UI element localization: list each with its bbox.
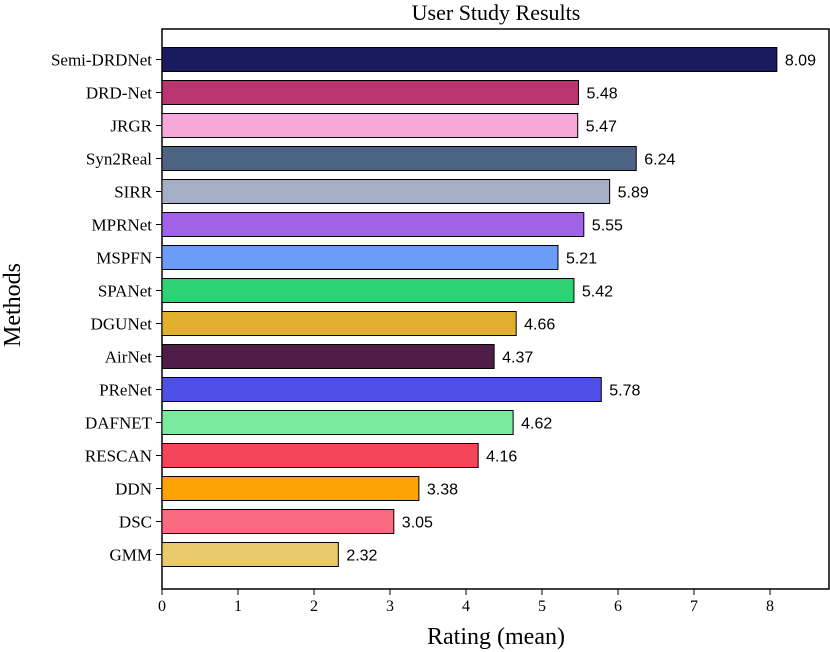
bar-mspfn xyxy=(161,245,559,270)
x-tick-label-5: 5 xyxy=(538,598,546,615)
y-tick-label-sirr: SIRR xyxy=(114,183,152,202)
value-label-gmm: 2.32 xyxy=(346,548,377,565)
value-label-sirr: 5.89 xyxy=(618,185,649,202)
y-tick-label-mspfn: MSPFN xyxy=(96,249,152,268)
bar-prenet xyxy=(161,377,602,402)
x-tick-label-4: 4 xyxy=(462,598,470,615)
plot-frame xyxy=(161,28,830,590)
y-tick-label-ddn: DDN xyxy=(115,480,152,499)
y-tick-label-semi-drdnet: Semi-DRDNet xyxy=(51,51,152,70)
y-tick-label-dgunet: DGUNet xyxy=(91,315,153,334)
value-label-drd-net: 5.48 xyxy=(586,86,617,103)
x-tick-label-1: 1 xyxy=(234,598,242,615)
y-tick-label-mprnet: MPRNet xyxy=(92,216,153,235)
bar-airnet xyxy=(161,344,495,369)
value-labels-group: 8.09 5.48 5.47 6.24 5.89 5.55 5.21 5.42 4.66 4.37… xyxy=(346,53,816,565)
value-label-jrgr: 5.47 xyxy=(586,119,617,136)
y-tick-label-prenet: PReNet xyxy=(99,381,152,400)
bar-semi-drdnet xyxy=(161,47,778,72)
y-tick-label-dsc: DSC xyxy=(119,513,152,532)
chart-title: User Study Results xyxy=(412,0,581,25)
value-label-spanet: 5.42 xyxy=(582,284,613,301)
value-label-rescan: 4.16 xyxy=(486,449,517,466)
y-tick-label-dafnet: DAFNET xyxy=(85,414,153,433)
y-axis-label: Methods xyxy=(0,263,26,347)
x-tick-label-6: 6 xyxy=(614,598,622,615)
y-tick-label-airnet: AirNet xyxy=(105,348,152,367)
y-tick-label-drd-net: DRD-Net xyxy=(86,84,152,103)
bar-rescan xyxy=(161,443,479,468)
y-tick-label-jrgr: JRGR xyxy=(110,117,152,136)
y-ticks-group: Semi-DRDNet DRD-Net JRGR Syn2Real SIRR MPRNet… xyxy=(51,51,162,565)
x-axis-label: Rating (mean) xyxy=(427,624,565,650)
bars-group xyxy=(161,47,778,567)
bar-syn2real xyxy=(161,146,637,171)
y-tick-label-rescan: RESCAN xyxy=(85,447,152,466)
bar-sirr xyxy=(161,179,611,204)
y-tick-label-gmm: GMM xyxy=(109,546,152,565)
value-label-ddn: 3.38 xyxy=(427,482,458,499)
value-label-mspfn: 5.21 xyxy=(566,251,597,268)
value-label-dgunet: 4.66 xyxy=(524,317,555,334)
x-tick-label-7: 7 xyxy=(690,598,698,615)
bar-dafnet xyxy=(161,410,514,435)
bar-gmm xyxy=(161,542,339,567)
x-tick-label-3: 3 xyxy=(386,598,394,615)
bar-drd-net xyxy=(161,80,579,105)
bar-jrgr xyxy=(161,113,579,138)
value-label-dafnet: 4.62 xyxy=(521,416,552,433)
value-label-mprnet: 5.55 xyxy=(592,218,623,235)
bar-spanet xyxy=(161,278,575,303)
value-label-syn2real: 6.24 xyxy=(644,152,675,169)
y-tick-label-syn2real: Syn2Real xyxy=(86,150,152,169)
x-tick-label-2: 2 xyxy=(310,598,318,615)
x-tick-label-0: 0 xyxy=(158,598,166,615)
value-label-dsc: 3.05 xyxy=(402,515,433,532)
bar-ddn xyxy=(161,476,420,501)
bar-dgunet xyxy=(161,311,517,336)
y-tick-label-spanet: SPANet xyxy=(98,282,152,301)
bar-dsc xyxy=(161,509,395,534)
value-label-airnet: 4.37 xyxy=(502,350,533,367)
x-tick-label-8: 8 xyxy=(766,598,774,615)
value-label-prenet: 5.78 xyxy=(609,383,640,400)
value-label-semi-drdnet: 8.09 xyxy=(785,53,816,70)
bar-mprnet xyxy=(161,212,585,237)
x-ticks-group: 0 1 2 3 4 5 6 7 8 xyxy=(158,589,774,615)
